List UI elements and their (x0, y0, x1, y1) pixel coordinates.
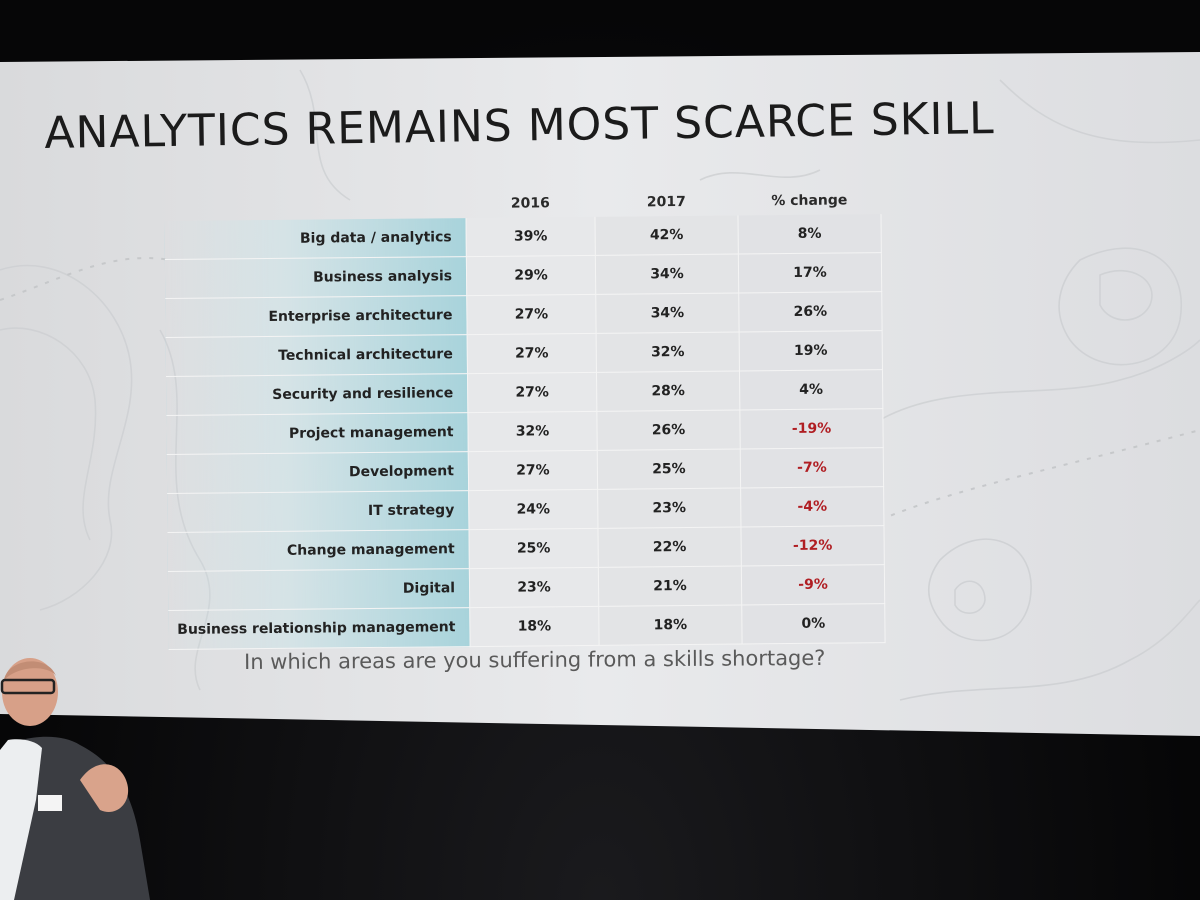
value-2017: 21% (598, 565, 742, 607)
skill-label: Big data / analytics (164, 218, 467, 260)
skill-label: Technical architecture (165, 334, 468, 377)
percent-change: -7% (740, 447, 884, 488)
percent-change: 0% (741, 603, 886, 644)
percent-change: -19% (739, 408, 884, 449)
table-body: Big data / analytics 39% 42% 8% Business ana… (164, 214, 886, 650)
value-2017: 25% (597, 448, 741, 490)
percent-change: 26% (738, 291, 883, 332)
value-2016: 18% (469, 606, 600, 647)
value-2016: 23% (469, 567, 599, 608)
skill-label: Development (166, 451, 469, 494)
value-2016: 24% (468, 489, 598, 530)
skill-label: Business relationship management (168, 607, 471, 650)
percent-change: -12% (740, 525, 885, 566)
table-header-row: 2016 2017 % change (164, 161, 881, 221)
percent-change: 8% (737, 214, 882, 254)
skill-label: Security and resilience (166, 373, 468, 416)
skill-label: Business analysis (164, 256, 467, 299)
skill-label: Change management (167, 529, 470, 572)
header-2017: 2017 (646, 193, 686, 211)
table-row: Change management 25% 22% -12% (167, 525, 885, 572)
percent-change: 4% (739, 369, 883, 410)
value-2016: 25% (468, 528, 599, 569)
table-row: Project management 32% 26% -19% (166, 408, 884, 455)
table-row: Enterprise architecture 27% 34% 26% (165, 291, 883, 338)
percent-change: -4% (740, 486, 884, 527)
skill-label: IT strategy (167, 490, 469, 533)
skills-table: 2016 2017 % change Big data / analytics 3… (164, 161, 886, 650)
value-2016: 27% (467, 333, 597, 374)
table-row: IT strategy 24% 23% -4% (167, 486, 884, 533)
value-2016: 27% (466, 294, 597, 335)
survey-question: In which areas are you suffering from a … (244, 645, 826, 674)
value-2017: 42% (594, 215, 739, 256)
skill-label: Enterprise architecture (165, 295, 468, 338)
value-2017: 28% (596, 370, 740, 412)
table-row: Security and resilience 27% 28% 4% (166, 369, 883, 416)
value-2017: 34% (595, 253, 739, 295)
header-2016: 2016 (510, 195, 550, 212)
table-row: Business analysis 29% 34% 17% (164, 252, 882, 299)
skill-label: Digital (167, 568, 470, 611)
value-2016: 32% (467, 411, 598, 452)
table-row: Technical architecture 27% 32% 19% (165, 330, 883, 377)
skill-label: Project management (166, 412, 469, 455)
table-row: Business relationship management 18% 18% 0% (168, 603, 886, 650)
percent-change: -9% (741, 564, 885, 605)
header-change: % change (771, 192, 848, 210)
table-row: Digital 23% 21% -9% (167, 564, 885, 611)
value-2017: 18% (598, 604, 743, 646)
value-2017: 22% (597, 526, 742, 568)
value-2017: 32% (596, 331, 740, 373)
value-2016: 27% (468, 450, 598, 491)
percent-change: 19% (739, 330, 883, 371)
value-2016: 29% (466, 255, 596, 296)
presenter-figure (0, 658, 150, 900)
percent-change: 17% (738, 252, 882, 293)
value-2017: 23% (597, 487, 741, 529)
value-2017: 26% (596, 409, 741, 451)
table-row: Development 27% 25% -7% (166, 447, 884, 494)
value-2016: 39% (465, 216, 596, 257)
value-2017: 34% (595, 292, 740, 334)
value-2016: 27% (467, 372, 597, 413)
header-skill (164, 165, 466, 221)
